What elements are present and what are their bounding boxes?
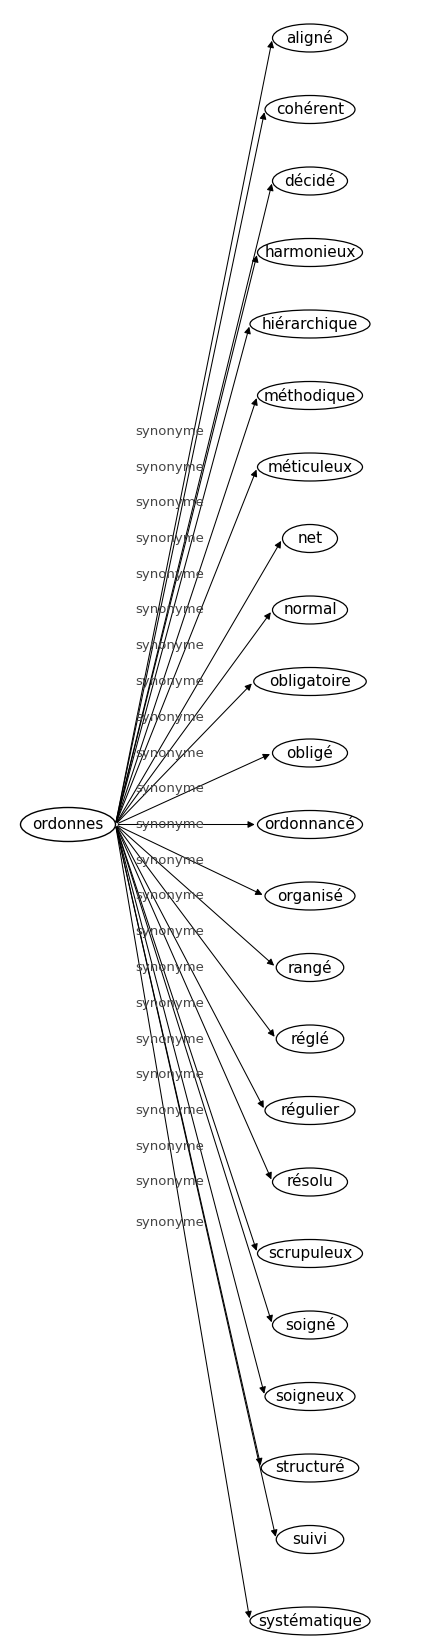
Ellipse shape: [258, 238, 363, 266]
Text: synonyme: synonyme: [136, 782, 204, 795]
Ellipse shape: [276, 1025, 344, 1053]
Text: méthodique: méthodique: [264, 388, 356, 404]
Text: aligné: aligné: [286, 30, 333, 46]
FancyArrowPatch shape: [116, 826, 277, 1536]
Text: réglé: réglé: [291, 1032, 329, 1047]
Text: synonyme: synonyme: [136, 889, 204, 902]
Text: synonyme: synonyme: [136, 426, 204, 437]
Text: soigné: soigné: [285, 1318, 335, 1332]
Text: synonyme: synonyme: [136, 961, 204, 974]
FancyArrowPatch shape: [116, 41, 273, 822]
Text: synonyme: synonyme: [136, 1140, 204, 1153]
FancyArrowPatch shape: [116, 826, 262, 1464]
Ellipse shape: [265, 95, 355, 123]
Text: synonyme: synonyme: [136, 675, 204, 688]
Text: méticuleux: méticuleux: [267, 460, 353, 475]
Text: systématique: systématique: [258, 1613, 362, 1628]
Text: obligé: obligé: [286, 744, 334, 761]
Text: synonyme: synonyme: [136, 1104, 204, 1117]
FancyArrowPatch shape: [116, 826, 272, 1321]
Ellipse shape: [272, 168, 348, 196]
Text: décidé: décidé: [284, 174, 336, 189]
Text: synonyme: synonyme: [136, 532, 204, 545]
Ellipse shape: [272, 596, 348, 624]
FancyArrowPatch shape: [118, 826, 273, 964]
Ellipse shape: [276, 953, 344, 981]
Ellipse shape: [276, 1525, 344, 1554]
Text: organisé: organisé: [277, 887, 343, 904]
Ellipse shape: [272, 1168, 348, 1196]
Ellipse shape: [272, 1311, 348, 1339]
Ellipse shape: [265, 1382, 355, 1410]
Ellipse shape: [254, 667, 366, 695]
Ellipse shape: [258, 810, 363, 838]
Text: synonyme: synonyme: [136, 1068, 204, 1081]
FancyArrowPatch shape: [117, 542, 280, 822]
Text: régulier: régulier: [280, 1102, 340, 1119]
Text: normal: normal: [283, 603, 337, 618]
Text: synonyme: synonyme: [136, 568, 204, 580]
Text: harmonieux: harmonieux: [264, 245, 356, 260]
Ellipse shape: [258, 453, 363, 481]
Ellipse shape: [283, 524, 337, 552]
Ellipse shape: [250, 311, 370, 338]
Text: synonyme: synonyme: [136, 1216, 204, 1229]
Ellipse shape: [250, 1607, 370, 1635]
Text: soigneux: soigneux: [275, 1388, 345, 1405]
FancyArrowPatch shape: [116, 184, 273, 822]
FancyArrowPatch shape: [118, 826, 261, 894]
FancyArrowPatch shape: [118, 822, 254, 828]
Text: synonyme: synonyme: [136, 603, 204, 616]
Text: synonyme: synonyme: [136, 818, 204, 831]
FancyArrowPatch shape: [116, 826, 251, 1617]
Text: synonyme: synonyme: [136, 997, 204, 1010]
FancyArrowPatch shape: [117, 613, 270, 822]
Text: scrupuleux: scrupuleux: [268, 1245, 352, 1260]
FancyArrowPatch shape: [117, 826, 263, 1107]
Text: structuré: structuré: [275, 1461, 345, 1475]
Text: résolu: résolu: [286, 1175, 333, 1190]
Text: synonyme: synonyme: [136, 711, 204, 725]
Text: suivi: suivi: [292, 1531, 328, 1548]
Text: synonyme: synonyme: [136, 639, 204, 652]
FancyArrowPatch shape: [116, 470, 257, 822]
Ellipse shape: [272, 25, 348, 53]
FancyArrowPatch shape: [116, 826, 257, 1250]
Text: synonyme: synonyme: [136, 925, 204, 938]
Text: synonyme: synonyme: [136, 746, 204, 759]
Text: ordonnancé: ordonnancé: [264, 817, 355, 831]
FancyArrowPatch shape: [116, 113, 266, 822]
FancyArrowPatch shape: [117, 685, 251, 823]
Text: synonyme: synonyme: [136, 496, 204, 509]
Text: obligatoire: obligatoire: [269, 674, 351, 688]
Ellipse shape: [272, 739, 348, 767]
Text: synonyme: synonyme: [136, 1175, 204, 1188]
Ellipse shape: [258, 381, 363, 409]
FancyArrowPatch shape: [118, 754, 269, 823]
Text: synonyme: synonyme: [136, 460, 204, 473]
Ellipse shape: [258, 1239, 363, 1267]
FancyArrowPatch shape: [116, 399, 257, 822]
Text: hiérarchique: hiérarchique: [262, 315, 358, 332]
Text: cohérent: cohérent: [276, 102, 344, 117]
FancyArrowPatch shape: [117, 826, 274, 1035]
Text: synonyme: synonyme: [136, 1032, 204, 1045]
Text: net: net: [298, 531, 323, 545]
Ellipse shape: [265, 882, 355, 910]
FancyArrowPatch shape: [116, 329, 250, 822]
Text: synonyme: synonyme: [136, 854, 204, 868]
FancyArrowPatch shape: [116, 256, 258, 822]
Text: rangé: rangé: [288, 960, 332, 976]
FancyArrowPatch shape: [116, 826, 265, 1393]
Ellipse shape: [261, 1454, 359, 1482]
FancyArrowPatch shape: [116, 826, 271, 1178]
Text: ordonnes: ordonnes: [32, 817, 104, 831]
Ellipse shape: [20, 807, 116, 841]
Ellipse shape: [265, 1096, 355, 1124]
